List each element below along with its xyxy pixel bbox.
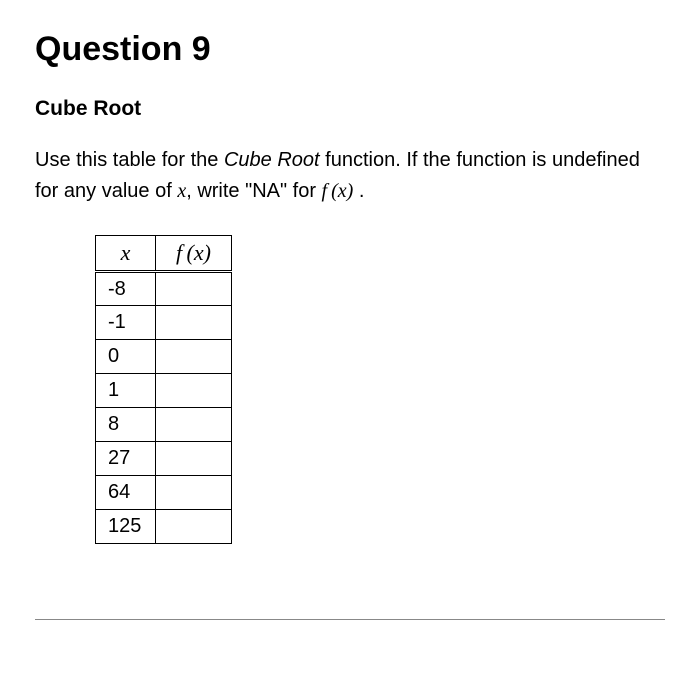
instr-var-x: x (177, 180, 186, 202)
cell-x: 1 (96, 374, 156, 408)
function-table: x f (x) -8 -1 0 1 8 (95, 235, 232, 544)
cell-x: -1 (96, 306, 156, 340)
instr-part4: . (353, 180, 364, 202)
cell-fx[interactable] (156, 442, 232, 476)
cell-x: 8 (96, 408, 156, 442)
cell-fx[interactable] (156, 408, 232, 442)
instr-func: f (x) (322, 180, 354, 202)
cell-fx[interactable] (156, 306, 232, 340)
table-row: 8 (96, 408, 232, 442)
table-header-row: x f (x) (96, 236, 232, 272)
table-row: 64 (96, 476, 232, 510)
table-row: 0 (96, 340, 232, 374)
cell-x: 125 (96, 510, 156, 544)
instructions-text: Use this table for the Cube Root functio… (35, 145, 665, 207)
table-row: -1 (96, 306, 232, 340)
cell-fx[interactable] (156, 374, 232, 408)
instr-part1: Use this table for the (35, 149, 224, 171)
cell-x: 27 (96, 442, 156, 476)
question-title: Question 9 (35, 30, 665, 69)
divider (35, 619, 665, 620)
cell-x: 0 (96, 340, 156, 374)
table-row: 1 (96, 374, 232, 408)
table-row: 125 (96, 510, 232, 544)
cell-fx[interactable] (156, 272, 232, 306)
cell-fx[interactable] (156, 476, 232, 510)
cell-x: -8 (96, 272, 156, 306)
instr-part3: , write "NA" for (186, 180, 321, 202)
table-wrapper: x f (x) -8 -1 0 1 8 (95, 235, 665, 544)
cell-x: 64 (96, 476, 156, 510)
header-x: x (96, 236, 156, 272)
header-fx: f (x) (156, 236, 232, 272)
cell-fx[interactable] (156, 510, 232, 544)
cell-fx[interactable] (156, 340, 232, 374)
table-row: -8 (96, 272, 232, 306)
instr-italic: Cube Root (224, 149, 320, 171)
table-row: 27 (96, 442, 232, 476)
question-subtitle: Cube Root (35, 97, 665, 121)
